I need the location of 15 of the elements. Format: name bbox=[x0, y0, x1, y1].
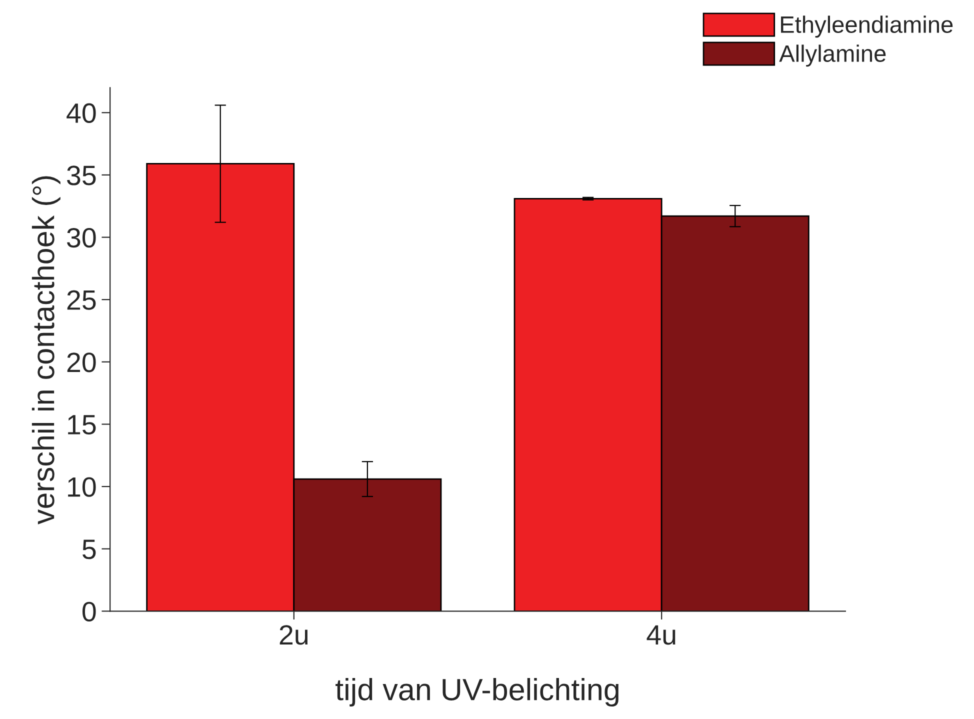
y-axis-title: verschil in contacthoek (°) bbox=[32, 176, 60, 524]
legend-label: Allylamine bbox=[779, 44, 886, 67]
y-tick-label: 20 bbox=[67, 352, 96, 372]
y-tick-label: 15 bbox=[68, 415, 96, 435]
y-tick-label: 30 bbox=[67, 228, 96, 248]
y-tick-label: 10 bbox=[68, 477, 96, 497]
y-tick-label: 40 bbox=[66, 103, 96, 123]
x-tick-label: 2u bbox=[280, 625, 308, 645]
x-tick-label: 4u bbox=[646, 625, 676, 645]
legend-label: Ethyleendiamine bbox=[781, 16, 953, 38]
y-tick-label: 0 bbox=[82, 602, 96, 622]
y-tick-label: 35 bbox=[67, 166, 96, 186]
y-tick-label: 5 bbox=[82, 540, 96, 560]
x-axis-title: tijd van UV-belichting bbox=[336, 678, 618, 706]
y-tick-label: 25 bbox=[67, 290, 96, 310]
